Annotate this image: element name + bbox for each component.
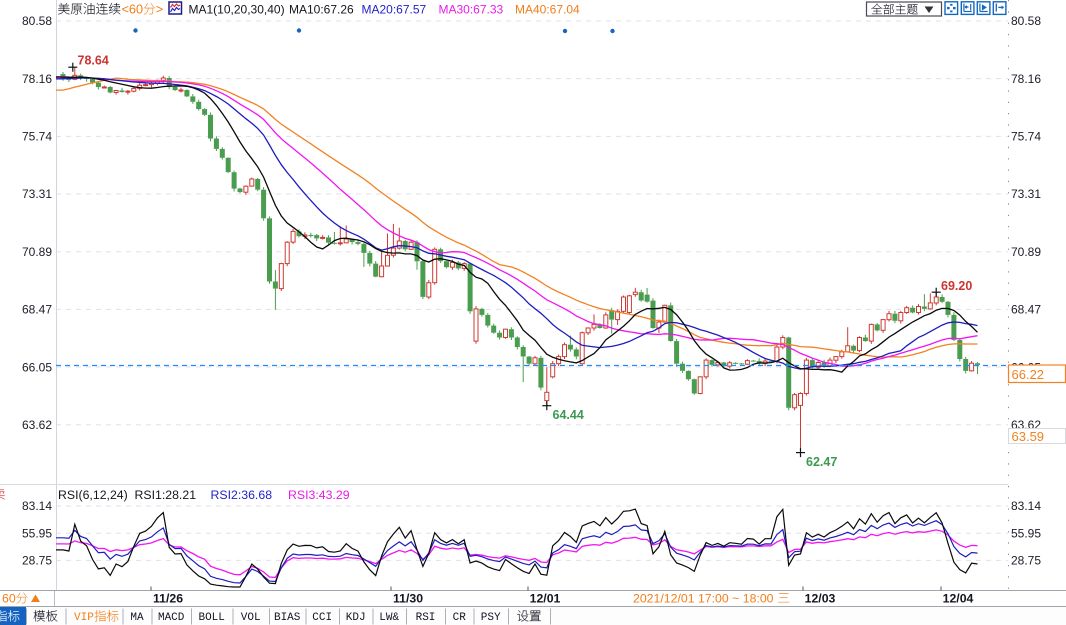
svg-text:28.75: 28.75 — [1011, 554, 1041, 568]
svg-text:70.89: 70.89 — [1011, 245, 1041, 259]
svg-text:MA1(10,20,30,40): MA1(10,20,30,40) — [189, 3, 285, 17]
svg-text:RSI1:28.21: RSI1:28.21 — [135, 488, 197, 502]
svg-text:MA40:67.04: MA40:67.04 — [515, 3, 580, 17]
svg-text:BIAS: BIAS — [274, 612, 301, 624]
svg-text:55.95: 55.95 — [1011, 526, 1041, 540]
svg-text:64.44: 64.44 — [553, 408, 584, 422]
svg-text:80.58: 80.58 — [22, 14, 52, 28]
svg-text:78.16: 78.16 — [1011, 72, 1041, 86]
svg-text:BOLL: BOLL — [198, 612, 224, 624]
svg-text:73.31: 73.31 — [1011, 187, 1041, 201]
svg-text:63.62: 63.62 — [22, 418, 52, 432]
svg-text:11/26: 11/26 — [153, 592, 183, 606]
svg-text:73.31: 73.31 — [22, 187, 52, 201]
svg-text:RSI: RSI — [416, 612, 436, 624]
svg-text:>: > — [156, 3, 163, 17]
svg-text:78.16: 78.16 — [22, 72, 52, 86]
svg-text:RSI3:43.29: RSI3:43.29 — [288, 488, 350, 502]
svg-text:CR: CR — [453, 612, 467, 624]
svg-text:75.74: 75.74 — [1011, 130, 1041, 144]
svg-text:PSY: PSY — [481, 612, 501, 624]
svg-text:12/04: 12/04 — [943, 592, 974, 606]
svg-text:MA20:67.57: MA20:67.57 — [362, 3, 427, 17]
svg-text:55.95: 55.95 — [22, 526, 52, 540]
svg-text:69.20: 69.20 — [941, 279, 972, 293]
svg-text:MA10:67.26: MA10:67.26 — [289, 3, 354, 17]
svg-text:CCI: CCI — [312, 612, 332, 624]
svg-text:MACD: MACD — [158, 612, 185, 624]
svg-text:11/30: 11/30 — [393, 592, 423, 606]
svg-text:KDJ: KDJ — [346, 612, 366, 624]
svg-text:RSI(6,12,24): RSI(6,12,24) — [58, 488, 128, 502]
svg-text:MA30:67.33: MA30:67.33 — [439, 3, 504, 17]
svg-text:80.58: 80.58 — [1011, 14, 1041, 28]
svg-text:2021/12/01 17:00 ~ 18:00: 2021/12/01 17:00 ~ 18:00 — [633, 592, 774, 606]
svg-text:70.89: 70.89 — [22, 245, 52, 259]
svg-text:83.14: 83.14 — [1011, 499, 1041, 513]
svg-text:60: 60 — [2, 592, 16, 606]
svg-text:66.05: 66.05 — [22, 360, 52, 374]
svg-text:12/01: 12/01 — [530, 592, 561, 606]
svg-text:MA: MA — [130, 612, 144, 624]
svg-text:75.74: 75.74 — [22, 130, 52, 144]
svg-text:12/03: 12/03 — [805, 592, 836, 606]
svg-text:62.47: 62.47 — [806, 455, 837, 469]
svg-text:68.47: 68.47 — [1011, 303, 1041, 317]
svg-text:78.64: 78.64 — [78, 54, 109, 68]
svg-text:VIP: VIP — [74, 612, 94, 624]
svg-text:<60: <60 — [122, 3, 144, 17]
svg-text:66.22: 66.22 — [1012, 367, 1045, 382]
svg-text:LW&: LW& — [379, 612, 399, 624]
svg-text:VOL: VOL — [241, 612, 261, 624]
svg-text:28.75: 28.75 — [22, 554, 52, 568]
svg-text:83.14: 83.14 — [22, 499, 52, 513]
svg-text:63.59: 63.59 — [1012, 429, 1045, 444]
svg-text:RSI2:36.68: RSI2:36.68 — [211, 488, 273, 502]
svg-text:68.47: 68.47 — [22, 303, 52, 317]
